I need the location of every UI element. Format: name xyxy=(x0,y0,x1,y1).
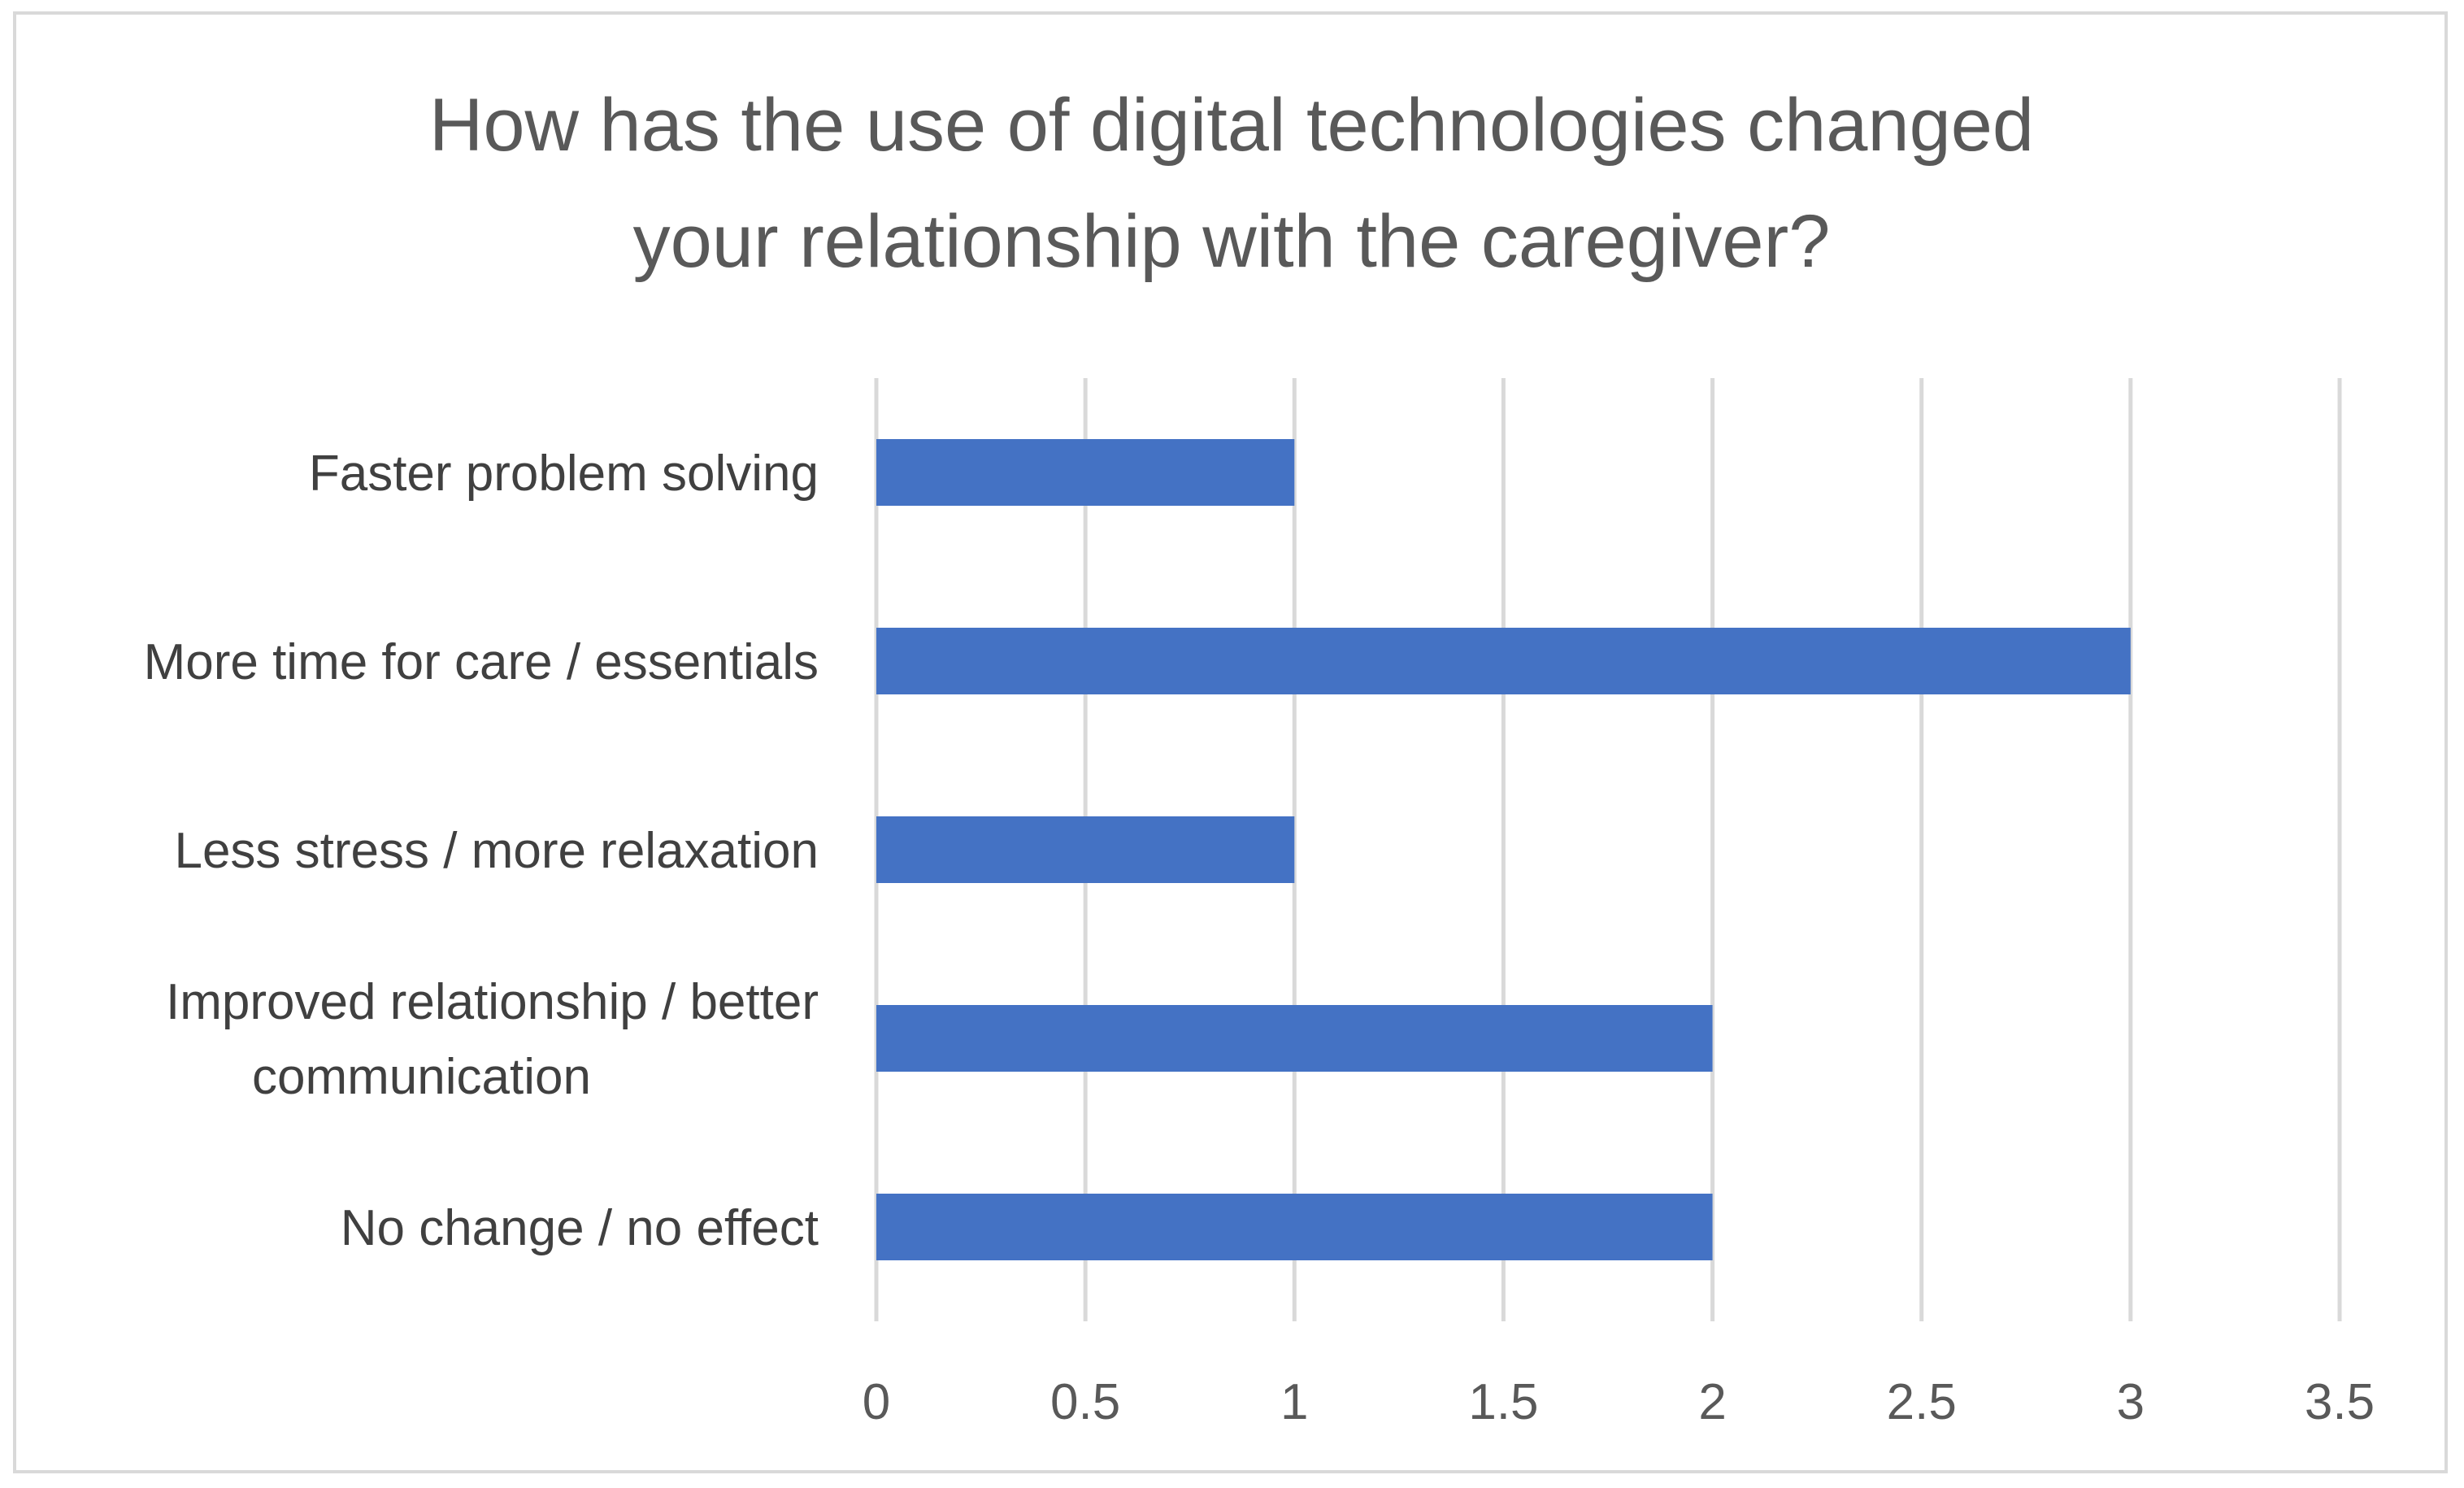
bar-4 xyxy=(876,1194,1713,1260)
x-tick-label: 2 xyxy=(1698,1374,1726,1430)
chart-title-line-2: your relationship with the caregiver? xyxy=(633,200,1831,283)
chart-title: How has the use of digital technologies … xyxy=(429,84,2034,283)
chart-title-line-1: How has the use of digital technologies … xyxy=(429,84,2034,167)
category-label: Improved relationship / better xyxy=(166,974,819,1030)
x-tick-label: 1.5 xyxy=(1468,1374,1538,1430)
category-label: More time for care / essentials xyxy=(144,634,819,690)
bar-3 xyxy=(876,1005,1713,1072)
x-tick-label: 1 xyxy=(1280,1374,1308,1430)
category-label: communication xyxy=(252,1049,591,1105)
category-label: Faster problem solving xyxy=(309,446,819,502)
x-tick-label: 3.5 xyxy=(2305,1374,2375,1430)
category-label: Less stress / more relaxation xyxy=(174,823,819,879)
x-axis-tick-labels: 0 0.5 1 1.5 2 2.5 3 3.5 xyxy=(863,1374,2375,1430)
category-labels: Faster problem solving More time for care… xyxy=(144,446,819,1256)
x-tick-label: 0 xyxy=(863,1374,890,1430)
x-tick-label: 2.5 xyxy=(1887,1374,1957,1430)
x-tick-label: 3 xyxy=(2117,1374,2145,1430)
x-tick-label: 0.5 xyxy=(1050,1374,1120,1430)
category-label: No change / no effect xyxy=(341,1200,819,1256)
bars xyxy=(876,439,2131,1260)
bar-1 xyxy=(876,628,2131,694)
gridlines xyxy=(874,378,2342,1321)
bar-2 xyxy=(876,816,1295,883)
bar-0 xyxy=(876,439,1295,506)
